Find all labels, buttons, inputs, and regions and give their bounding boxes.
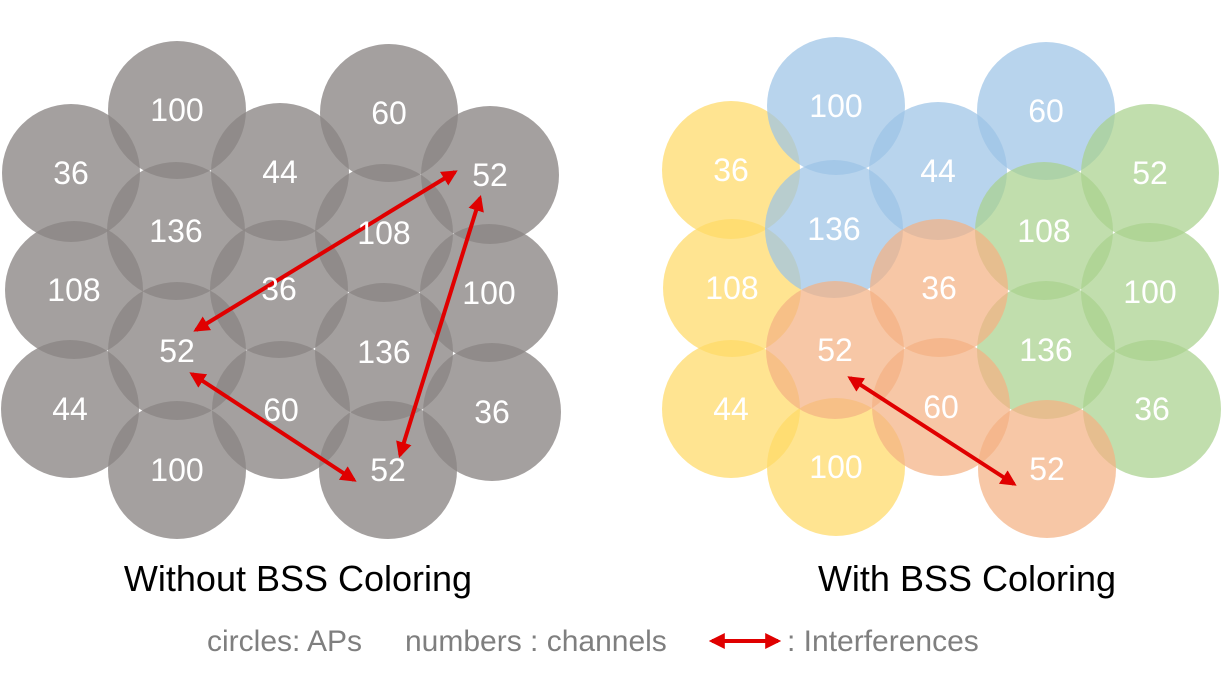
channel-label: 44 — [262, 154, 298, 190]
channel-label: 100 — [462, 275, 515, 311]
right-channel-labels: 36 108 44 100 100 60 44 136 52 108 100 136 36 36 52 60 5… — [705, 88, 1176, 487]
ap-circle — [320, 44, 458, 182]
right-caption: With BSS Coloring — [818, 558, 1116, 599]
channel-label: 60 — [371, 95, 407, 131]
channel-label: 36 — [713, 152, 749, 188]
ap-circle-green — [975, 162, 1113, 300]
channel-label: 52 — [159, 333, 195, 369]
ap-circle-blue — [767, 37, 905, 175]
channel-label: 100 — [150, 92, 203, 128]
channel-label: 36 — [53, 155, 89, 191]
interference-arrow — [396, 194, 484, 459]
interference-arrow — [189, 372, 357, 482]
channel-label: 136 — [807, 211, 860, 247]
channel-label: 100 — [150, 452, 203, 488]
channel-label: 100 — [809, 88, 862, 124]
channel-label: 60 — [1028, 93, 1064, 129]
ap-circle-orange — [870, 219, 1008, 357]
ap-circle — [5, 221, 143, 359]
channel-label: 52 — [817, 332, 853, 368]
ap-circle-blue — [765, 160, 903, 298]
interference-arrow — [847, 376, 1017, 486]
ap-circle — [1, 340, 139, 478]
ap-circle-blue — [977, 42, 1115, 180]
channel-label: 44 — [52, 391, 88, 427]
ap-circle — [108, 41, 246, 179]
channel-label: 44 — [713, 391, 749, 427]
channel-label: 108 — [357, 215, 410, 251]
right-interference-arrows — [847, 376, 1017, 486]
channel-label: 36 — [474, 394, 510, 430]
channel-label: 52 — [472, 157, 508, 193]
channel-label: 44 — [920, 153, 956, 189]
channel-label: 136 — [149, 213, 202, 249]
ap-circle-green — [1081, 104, 1219, 242]
channel-label: 136 — [1019, 332, 1072, 368]
channel-label: 136 — [357, 334, 410, 370]
left-interference-arrows — [189, 170, 484, 482]
channel-label: 52 — [1132, 155, 1168, 191]
ap-circle-green — [1083, 340, 1221, 478]
channel-label: 108 — [705, 270, 758, 306]
channel-label: 36 — [1134, 391, 1170, 427]
ap-circle-yellow — [662, 340, 800, 478]
left-channel-labels: 100 60 36 44 52 136 108 108 36 100 52 136 44 60 36 100 5… — [47, 92, 515, 488]
channel-label: 52 — [1029, 451, 1065, 487]
legend-circles-text: circles: APs — [207, 625, 362, 658]
channel-label: 36 — [921, 270, 957, 306]
ap-circle-yellow — [662, 101, 800, 239]
channel-label: 36 — [261, 271, 297, 307]
legend-arrow-text: : Interferences — [787, 625, 979, 658]
ap-circle-yellow — [663, 219, 801, 357]
channel-label: 100 — [1123, 274, 1176, 310]
ap-circle-blue — [869, 102, 1007, 240]
channel-label: 108 — [47, 272, 100, 308]
channel-label: 60 — [263, 392, 299, 428]
ap-circle — [2, 104, 140, 242]
left-caption: Without BSS Coloring — [124, 558, 472, 599]
ap-circle-green — [1081, 223, 1219, 361]
channel-label: 52 — [370, 452, 406, 488]
channel-label: 108 — [1017, 213, 1070, 249]
legend-numbers-text: numbers : channels — [405, 625, 667, 658]
channel-label: 100 — [809, 449, 862, 485]
channel-label: 60 — [923, 389, 959, 425]
legend: circles: APs numbers : channels : Interf… — [207, 625, 979, 658]
